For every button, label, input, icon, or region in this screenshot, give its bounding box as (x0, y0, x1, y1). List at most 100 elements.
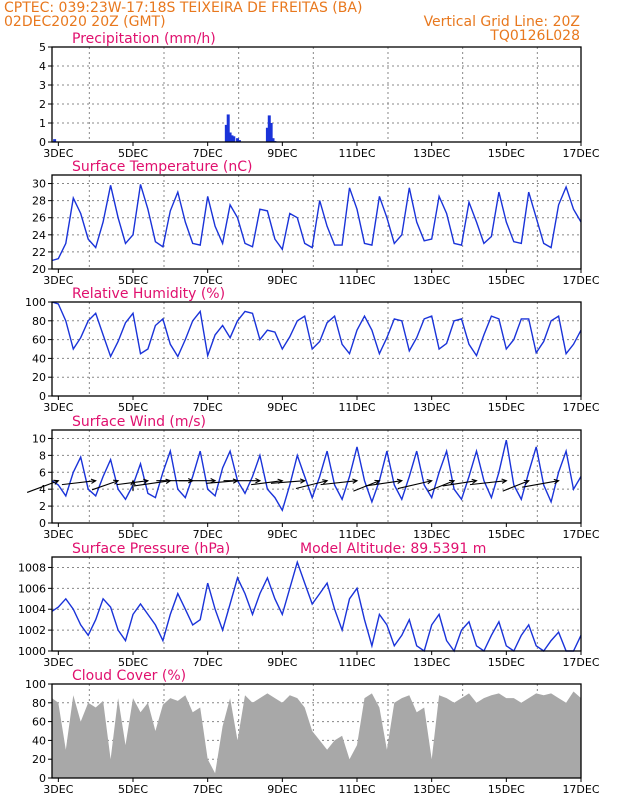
y-tick-label: 22 (32, 246, 46, 259)
y-tick-label: 80 (32, 697, 46, 710)
panel-annotation: Model Altitude: 89.5391 m (300, 541, 486, 557)
y-tick-label: 60 (32, 716, 46, 729)
y-tick-label: 8 (39, 449, 46, 462)
header-date: 02DEC2020 20Z (GMT) (4, 14, 166, 30)
y-tick-label: 1008 (18, 561, 46, 574)
y-tick-label: 40 (32, 734, 46, 747)
x-tick-label: 3DEC (43, 528, 73, 541)
y-tick-label: 2 (39, 98, 46, 111)
x-tick-label: 5DEC (118, 147, 148, 160)
panel-title: Surface Wind (m/s) (72, 414, 206, 430)
x-tick-label: 11DEC (338, 783, 375, 796)
plot-frame (51, 301, 582, 397)
y-tick-label: 0 (39, 136, 46, 149)
panel-3: Surface Wind (m/s) 0 2 4 6 8 10 3DEC 5DEC 7DEC 9DE… (26, 414, 600, 541)
y-tick-label: 24 (32, 229, 46, 242)
x-tick-label: 11DEC (338, 656, 375, 669)
x-tick-label: 7DEC (193, 783, 223, 796)
y-tick-label: 1004 (18, 603, 46, 616)
x-tick-label: 9DEC (267, 147, 297, 160)
y-tick-label: 0 (39, 390, 46, 403)
x-tick-label: 15DEC (488, 401, 525, 414)
wind-vector (522, 478, 560, 488)
panel-1: Surface Temperature (nC) 20 22 24 26 28 30 3DEC… (32, 159, 600, 287)
plot-frame (51, 683, 582, 779)
precip-bar (271, 138, 275, 142)
precip-bar (226, 114, 230, 142)
wind-vector (397, 479, 433, 490)
x-tick-label: 3DEC (43, 401, 73, 414)
wind-vector (502, 479, 530, 492)
header-model-code: TQ0126L028 (489, 28, 580, 44)
plot-frame (51, 174, 582, 270)
x-tick-label: 13DEC (413, 528, 450, 541)
x-tick-label: 7DEC (193, 274, 223, 287)
gridlines (52, 557, 581, 651)
x-tick-label: 17DEC (562, 656, 599, 669)
y-tick-label: 3 (39, 79, 46, 92)
gridlines (52, 430, 581, 523)
plot-frame (51, 46, 582, 143)
panel-5: Cloud Cover (%) 0 20 40 60 80 100 3DEC 5DEC 7DEC 9… (25, 668, 600, 796)
plot-frame (51, 429, 582, 524)
x-tick-label: 9DEC (267, 401, 297, 414)
precip-bar (232, 136, 236, 142)
x-tick-label: 13DEC (413, 783, 450, 796)
x-tick-label: 7DEC (193, 147, 223, 160)
x-tick-label: 9DEC (267, 528, 297, 541)
x-tick-label: 5DEC (118, 274, 148, 287)
y-tick-label: 4 (39, 483, 46, 496)
wind-vector (91, 479, 120, 491)
x-tick-label: 7DEC (193, 401, 223, 414)
x-tick-label: 5DEC (118, 783, 148, 796)
panel-4: Surface Pressure (hPa) Model Altitude: 89… (18, 541, 600, 669)
y-tick-label: 1 (39, 117, 46, 130)
panel-title: Surface Pressure (hPa) (72, 541, 230, 557)
x-tick-label: 5DEC (118, 401, 148, 414)
panel-title: Cloud Cover (%) (72, 668, 186, 684)
x-tick-label: 13DEC (413, 656, 450, 669)
precip-bar (228, 132, 232, 142)
panel-0: Precipitation (mm/h) 0 1 2 3 4 5 3DEC 5DEC 7DEC 9D… (39, 31, 600, 160)
y-tick-label: 28 (32, 195, 46, 208)
precip-bar (237, 140, 241, 142)
x-tick-label: 3DEC (43, 147, 73, 160)
x-tick-label: 9DEC (267, 656, 297, 669)
x-tick-label: 15DEC (488, 656, 525, 669)
header-grid-note: Vertical Grid Line: 20Z (424, 14, 580, 30)
x-tick-label: 17DEC (562, 783, 599, 796)
y-tick-label: 2 (39, 500, 46, 513)
x-tick-label: 7DEC (193, 656, 223, 669)
wind-vector (320, 478, 359, 486)
gridlines (52, 47, 581, 142)
y-tick-label: 6 (39, 466, 46, 479)
precip-bar (269, 123, 273, 142)
gridlines (52, 302, 581, 396)
x-tick-label: 13DEC (413, 147, 450, 160)
y-tick-label: 5 (39, 41, 46, 54)
x-tick-label: 11DEC (338, 274, 375, 287)
x-tick-label: 3DEC (43, 656, 73, 669)
precip-bar (267, 115, 271, 142)
x-tick-label: 15DEC (488, 147, 525, 160)
x-tick-label: 15DEC (488, 528, 525, 541)
x-tick-label: 17DEC (562, 401, 599, 414)
x-tick-label: 17DEC (562, 147, 599, 160)
precip-bar (53, 139, 57, 142)
x-tick-label: 13DEC (413, 274, 450, 287)
precip-bar (236, 138, 240, 142)
series-line (51, 559, 582, 653)
x-tick-label: 3DEC (43, 783, 73, 796)
y-tick-label: 100 (25, 296, 46, 309)
plot-frame (51, 556, 582, 652)
x-tick-label: 15DEC (488, 783, 525, 796)
x-tick-label: 3DEC (43, 274, 73, 287)
wind-vector (223, 478, 262, 484)
header-location: CPTEC: 039:23W-17:18S TEIXEIRA DE FREITA… (4, 0, 362, 16)
wind-vector (295, 479, 329, 490)
x-tick-label: 11DEC (338, 528, 375, 541)
y-tick-label: 1002 (18, 624, 46, 637)
y-tick-label: 20 (32, 753, 46, 766)
x-tick-label: 11DEC (338, 147, 375, 160)
